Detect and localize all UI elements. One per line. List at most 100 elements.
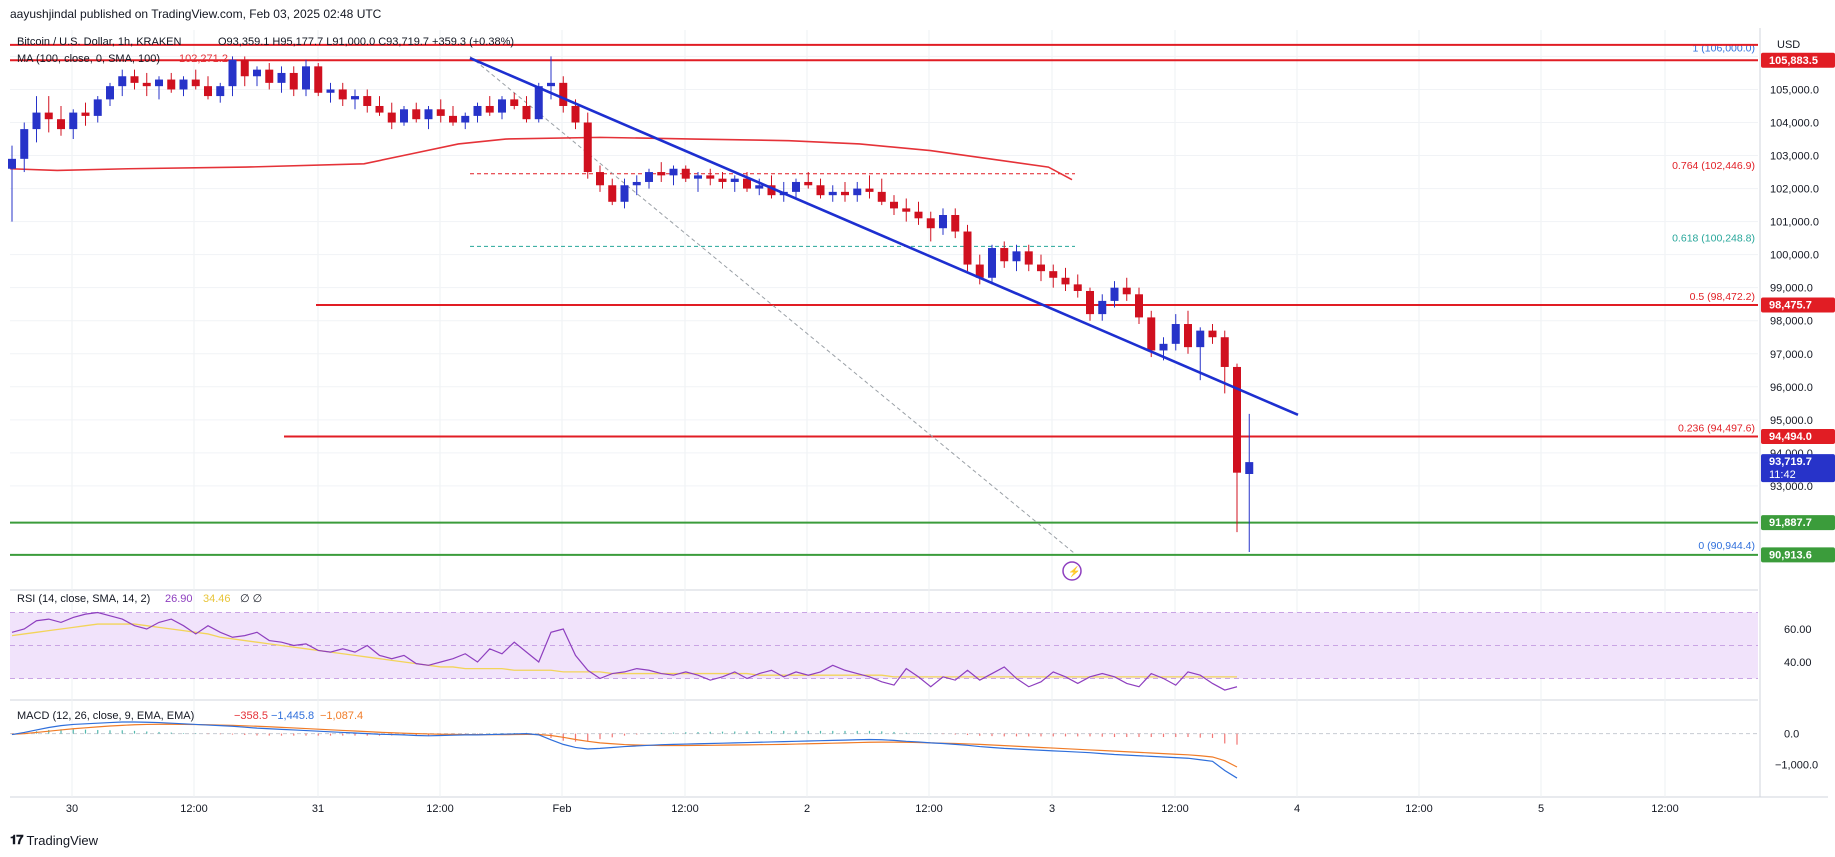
- legend-rsi-value: 26.90: [165, 593, 193, 605]
- candle-body: [975, 264, 984, 278]
- macd-hist-bar: [844, 730, 846, 734]
- macd-hist-bar: [354, 733, 356, 736]
- macd-hist-bar: [109, 730, 111, 734]
- macd-hist-bar: [366, 733, 368, 736]
- time-tick: 12:00: [915, 803, 943, 815]
- candle-body: [424, 109, 433, 120]
- candle-body: [228, 59, 237, 87]
- legend-ma-value: 102,271.2: [179, 53, 228, 65]
- candle-body: [1196, 330, 1205, 348]
- rsi-line: [11, 611, 1238, 691]
- price-axis[interactable]: 106,000.0105,000.0104,000.0103,000.0102,…: [1770, 51, 1819, 492]
- price-tick: 102,000.0: [1770, 184, 1819, 196]
- candle-body: [461, 115, 470, 123]
- legend-macd-hist: −358.5: [234, 710, 268, 722]
- legend-ma[interactable]: MA (100, close, 0, SMA, 100): [17, 53, 160, 65]
- macd-hist-bar: [574, 733, 577, 742]
- macd-hist-bar: [305, 733, 307, 736]
- time-tick: 12:00: [1161, 803, 1189, 815]
- candle-body: [302, 66, 310, 90]
- macd-hist-bar: [464, 733, 466, 735]
- macd-hist-bar: [170, 732, 172, 734]
- candle-body: [44, 112, 53, 120]
- candle-body: [142, 82, 151, 87]
- candle-body: [191, 79, 200, 87]
- macd-hist-bar: [1126, 733, 1128, 738]
- macd-hist-bar: [1187, 733, 1189, 738]
- candle-body: [1061, 277, 1070, 285]
- macd-hist-bar: [856, 730, 858, 734]
- macd-hist-bar: [1199, 733, 1201, 738]
- candle-body: [645, 172, 653, 182]
- candle-body: [106, 86, 114, 100]
- price-tick: 97,000.0: [1770, 349, 1813, 361]
- horizontal-lines: [10, 43, 1758, 556]
- candle-body: [179, 79, 188, 90]
- macd-hist-bar: [979, 733, 981, 736]
- price-label-box: [1761, 454, 1835, 483]
- time-tick: 30: [66, 803, 78, 815]
- candle-body: [853, 188, 862, 196]
- macd-hist-bar: [1113, 733, 1116, 738]
- candle-body: [1135, 294, 1143, 318]
- candle-body: [681, 168, 690, 179]
- legend-rsi[interactable]: RSI (14, close, SMA, 14, 2): [17, 593, 150, 605]
- macd-hist-bar: [1175, 733, 1177, 738]
- time-tick: 31: [312, 803, 324, 815]
- legend-symbol[interactable]: Bitcoin / U.S. Dollar, 1h, KRAKEN: [17, 36, 182, 48]
- candle-body: [351, 96, 359, 100]
- macd-hist-bar: [427, 733, 430, 736]
- candle-body: [534, 86, 543, 120]
- time-tick: 5: [1538, 803, 1544, 815]
- macd-hist-bar: [182, 733, 185, 734]
- alert-icon-glyph: ⚡: [1068, 565, 1080, 578]
- legend: Bitcoin / U.S. Dollar, 1h, KRAKEN O93,35…: [17, 36, 1800, 722]
- macd-hist-bar: [672, 732, 675, 734]
- candle-body: [841, 191, 849, 196]
- macd-hist-bar: [734, 731, 736, 734]
- macd-hist-bar: [623, 733, 626, 736]
- candle-body: [1233, 366, 1241, 473]
- candle-body: [1122, 287, 1131, 295]
- price-tick: 93,000.0: [1770, 481, 1813, 493]
- macd-tick: −1,000.0: [1775, 759, 1818, 771]
- candle-body: [473, 105, 482, 116]
- candle-body: [939, 215, 947, 229]
- macd-hist-bar: [513, 733, 515, 734]
- macd-hist-bar: [538, 733, 540, 735]
- rsi-tick: 60.00: [1784, 624, 1812, 636]
- macd-hist-bar: [158, 731, 160, 734]
- macd-hist-bar: [783, 730, 785, 734]
- candle-body: [755, 185, 764, 189]
- price-label-text: 91,887.7: [1769, 517, 1812, 529]
- macd-hist-bar: [195, 733, 197, 734]
- candle-body: [485, 105, 494, 113]
- currency-label[interactable]: USD: [1777, 39, 1800, 51]
- rsi-pane: 60.00 40.00: [10, 611, 1812, 691]
- macd-hist-bar: [819, 730, 822, 734]
- candle-body: [69, 112, 78, 130]
- macd-hist-bar: [930, 733, 932, 735]
- candles: [8, 56, 1254, 552]
- candle-body: [571, 105, 580, 123]
- trend-line: ⚡: [469, 56, 1299, 581]
- candle-body: [547, 82, 555, 87]
- legend-rsi-ma: 34.46: [203, 593, 231, 605]
- candle-body: [1171, 324, 1180, 344]
- candle-body: [130, 76, 139, 83]
- fib-label: 0.236 (94,497.6): [1678, 422, 1755, 434]
- brand[interactable]: 𝟏𝟕 TradingView: [10, 832, 98, 848]
- legend-macd-signal: −1,087.4: [320, 710, 363, 722]
- price-label-text: 105,883.5: [1769, 55, 1818, 67]
- candle-body: [792, 181, 800, 192]
- time-axis[interactable]: 30 12:00 31 12:00 Feb 12:00 2 12:00 3 12:00 4 12:00…: [66, 803, 1679, 815]
- legend-macd[interactable]: MACD (12, 26, close, 9, EMA, EMA): [17, 710, 194, 722]
- candle-body: [669, 168, 678, 176]
- price-tick: 99,000.0: [1770, 283, 1813, 295]
- price-label-text: 93,719.7: [1769, 456, 1812, 468]
- rsi-ma-line: [11, 623, 1237, 678]
- candle-body: [204, 86, 212, 97]
- candle-body: [20, 129, 29, 159]
- candle-body: [1086, 290, 1094, 315]
